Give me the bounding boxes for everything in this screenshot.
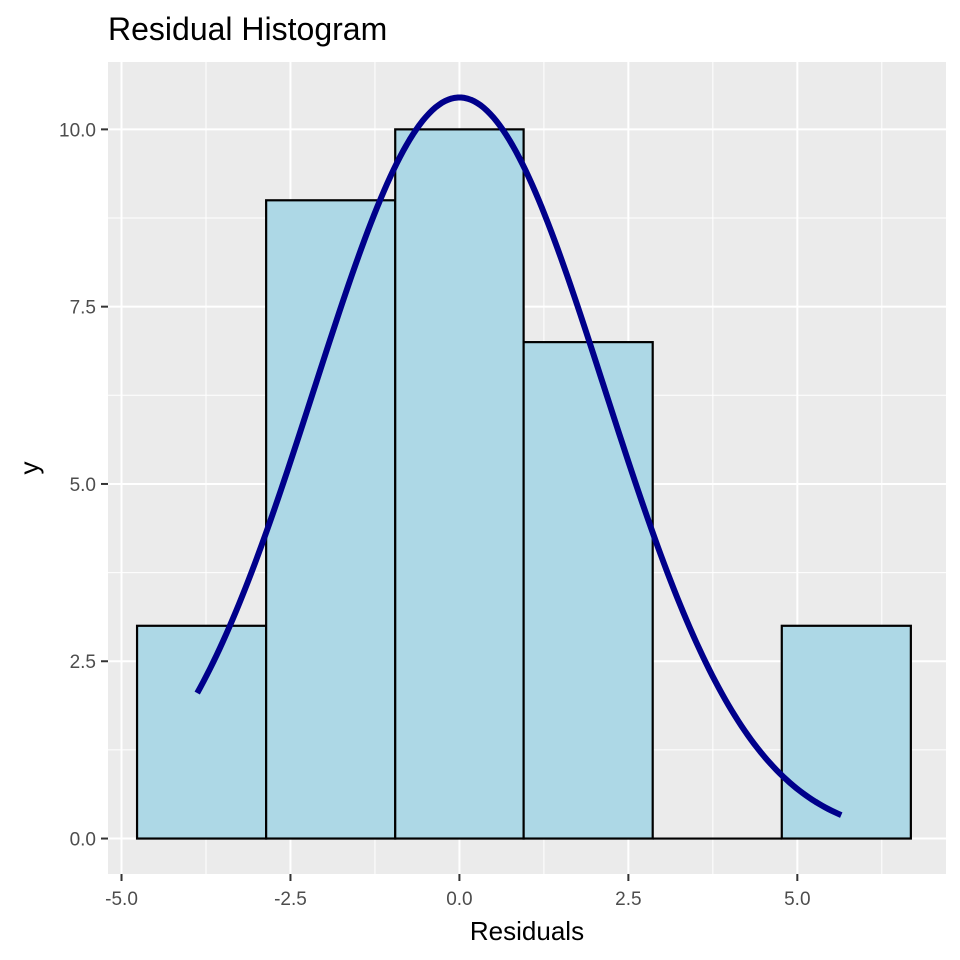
histogram-bars: [135, 128, 912, 840]
x-axis-title: Residuals: [470, 916, 584, 946]
x-tick-label: 2.5: [615, 889, 641, 910]
histogram-bar: [135, 624, 268, 840]
y-tick-label: 2.5: [70, 652, 96, 673]
y-tick-label: 10.0: [59, 120, 96, 141]
x-tick-label: -5.0: [105, 889, 138, 910]
y-tick-label: 5.0: [70, 475, 96, 496]
y-axis-title: y: [14, 462, 44, 475]
chart-title: Residual Histogram: [108, 11, 387, 47]
y-tick-label: 7.5: [70, 298, 96, 319]
histogram-bar: [265, 199, 397, 840]
y-tick-label: 0.0: [70, 830, 96, 851]
histogram-bar: [522, 341, 654, 840]
x-tick-label: 0.0: [446, 889, 472, 910]
x-tick-label: -2.5: [274, 889, 307, 910]
y-axis-ticks: 0.0 2.5 5.0 7.5 10.0: [59, 120, 108, 851]
normal-density-curve: [194, 94, 843, 818]
x-axis-ticks: -5.0 -2.5 0.0 2.5 5.0: [105, 874, 811, 910]
histogram-bar: [394, 128, 525, 840]
x-tick-label: 5.0: [784, 889, 810, 910]
histogram-bar: [780, 624, 912, 840]
